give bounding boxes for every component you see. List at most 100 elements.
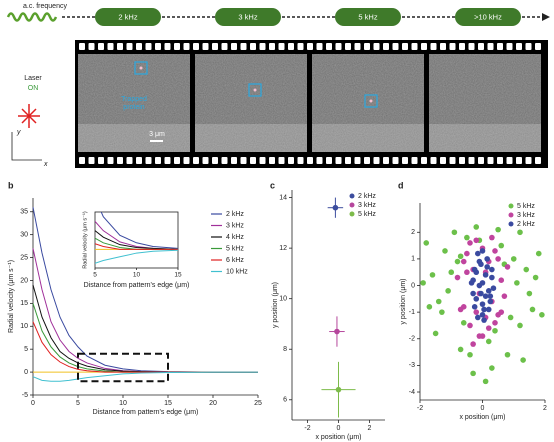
- point: [482, 272, 489, 278]
- point: [467, 351, 473, 358]
- sprocket-hole: [430, 43, 437, 50]
- annotation: protein: [123, 104, 145, 111]
- x-tick-label: -2: [417, 405, 423, 412]
- point: [495, 226, 501, 233]
- arrow-head: [542, 13, 550, 21]
- point: [464, 234, 470, 241]
- y-tick-label: 35: [20, 209, 28, 216]
- sprocket-hole: [373, 43, 380, 50]
- protein-box: [364, 94, 378, 108]
- sprocket-hole: [326, 157, 332, 164]
- sprocket-hole: [497, 157, 503, 164]
- sprocket-hole: [240, 43, 247, 50]
- legend-label: 2 kHz: [358, 193, 376, 200]
- y-tick-label: 5: [24, 346, 28, 353]
- inset-x-label: Distance from pattern's edge (μm): [84, 282, 190, 289]
- point: [454, 274, 461, 281]
- point: [492, 319, 498, 326]
- point: [454, 258, 461, 265]
- sprocket-hole: [478, 43, 484, 50]
- point: [442, 248, 448, 254]
- sprocket-hole: [212, 157, 218, 164]
- point: [464, 269, 470, 276]
- point: [514, 280, 520, 286]
- x-tick-label: 25: [254, 400, 262, 407]
- sprocket-hole: [478, 157, 484, 164]
- y-axis-label: y position (μm): [272, 282, 279, 328]
- sprocket-hole: [79, 157, 85, 164]
- sprocket-hole: [79, 43, 85, 50]
- sprocket-hole: [231, 43, 237, 50]
- sprocket-hole: [164, 157, 171, 164]
- point: [429, 272, 436, 278]
- y-tick-label: 2: [411, 229, 415, 236]
- sprocket-hole: [497, 43, 503, 50]
- point: [457, 346, 464, 353]
- series-line: [32, 303, 258, 373]
- sprocket-hole: [193, 43, 199, 50]
- point: [470, 370, 476, 377]
- x-axis-label: Distance from pattern's edge (μm): [93, 409, 199, 416]
- point: [473, 309, 480, 315]
- sprocket-hole: [449, 157, 456, 164]
- point: [489, 274, 495, 281]
- frame-lower: [429, 124, 541, 152]
- legend-label: 2 kHz: [226, 211, 244, 218]
- y-tick-label: 10: [20, 323, 28, 330]
- sprocket-hole: [449, 43, 456, 50]
- sprocket-hole: [487, 43, 494, 50]
- point: [517, 229, 523, 236]
- y-tick-label: 6: [283, 397, 287, 404]
- sprocket-hole: [516, 157, 522, 164]
- point: [484, 256, 490, 262]
- point: [470, 290, 476, 297]
- y-axis-label: Radial velocity (μm s⁻¹): [8, 260, 15, 333]
- sprocket-hole: [107, 43, 114, 50]
- point: [507, 314, 514, 321]
- sprocket-hole: [278, 43, 285, 50]
- point: [460, 319, 467, 326]
- sprocket-hole: [516, 43, 522, 50]
- point: [481, 306, 487, 313]
- series-line: [32, 371, 258, 382]
- point: [539, 312, 545, 318]
- point: [479, 280, 486, 286]
- point: [520, 357, 526, 363]
- inset-y-label: Radial velocity (μm s⁻¹): [82, 211, 88, 269]
- x-tick-label: 0: [337, 425, 341, 432]
- sprocket-hole: [259, 43, 266, 50]
- sprocket-hole: [307, 43, 313, 50]
- point: [460, 258, 467, 265]
- sprocket-hole: [459, 157, 465, 164]
- step-pill: [335, 8, 401, 26]
- inset-x-tick-label: 15: [174, 272, 182, 279]
- sprocket-hole: [373, 157, 380, 164]
- point: [464, 250, 470, 257]
- point: [489, 266, 495, 273]
- sprocket-hole: [506, 43, 513, 50]
- sprocket-hole: [288, 157, 294, 164]
- point: [473, 296, 480, 302]
- point: [498, 242, 505, 249]
- y-tick-label: 0: [24, 369, 28, 376]
- sprocket-hole: [164, 43, 171, 50]
- point: [451, 229, 458, 236]
- point: [535, 250, 542, 257]
- frame-noise: [312, 54, 424, 152]
- sprocket-hole: [411, 43, 418, 50]
- y-tick-label: 14: [279, 194, 287, 201]
- sprocket-hole: [392, 157, 399, 164]
- sprocket-hole: [440, 43, 446, 50]
- point: [498, 309, 505, 315]
- sprocket-hole: [535, 157, 541, 164]
- legend-swatch: [349, 193, 355, 199]
- sprocket-hole: [155, 157, 161, 164]
- point: [468, 280, 475, 286]
- point: [495, 256, 501, 262]
- x-tick-label: 2: [543, 405, 547, 412]
- point: [479, 333, 486, 339]
- sprocket-hole: [240, 157, 247, 164]
- legend-label: 3 kHz: [358, 202, 376, 209]
- axis-x-label: x: [43, 161, 48, 168]
- sprocket-hole: [250, 43, 256, 50]
